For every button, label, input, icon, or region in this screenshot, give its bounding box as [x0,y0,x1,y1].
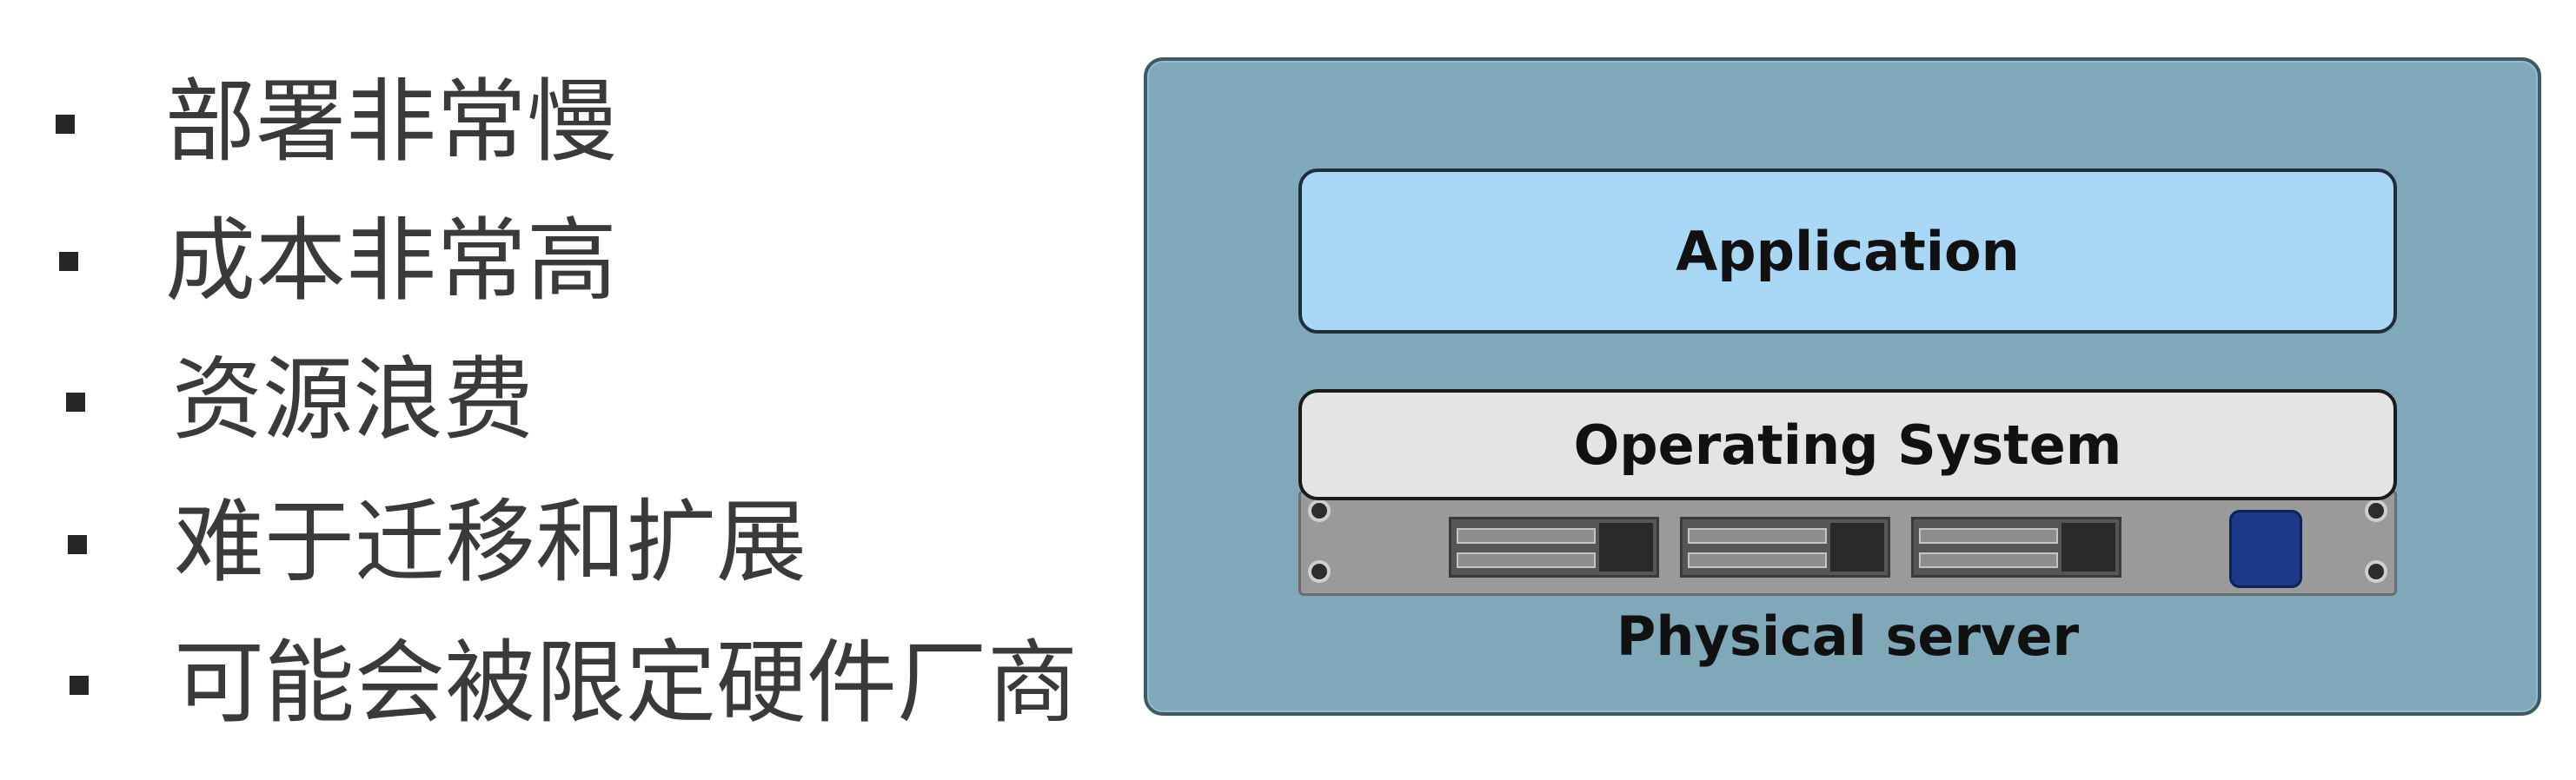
drive-bay-icon [1680,517,1890,578]
drive-bay-icon [1449,517,1659,578]
square-bullet-icon [68,535,87,554]
screw-icon [1311,564,1327,579]
screw-icon [2368,503,2384,519]
physical-server-icon [1298,490,2397,596]
bullet-text: 可能会被限定硬件厂商 [174,630,1079,736]
screw-icon [2368,564,2384,579]
drive-bay-icon [1911,517,2121,578]
power-button-icon [2229,510,2302,588]
application-layer: Application [1298,169,2397,334]
screw-icon [1311,503,1327,519]
traditional-deployment-diagram: Application Operating System Physical se… [1144,57,2541,716]
drawbacks-list: 部署非常慢 成本非常高 资源浪费 难于迁移和扩展 可能会被限定硬件厂商 [0,0,1130,780]
bullet-text: 资源浪费 [172,347,534,453]
operating-system-layer: Operating System [1298,389,2397,500]
bullet-text: 难于迁移和扩展 [174,489,807,595]
bullet-text: 成本非常高 [165,208,618,314]
square-bullet-icon [70,676,89,695]
square-bullet-icon [59,252,78,271]
bullet-text: 部署非常慢 [165,69,618,175]
square-bullet-icon [56,115,75,134]
application-label: Application [1676,219,2020,283]
operating-system-label: Operating System [1573,413,2122,477]
square-bullet-icon [66,393,85,412]
physical-server-label: Physical server [1616,604,2080,668]
